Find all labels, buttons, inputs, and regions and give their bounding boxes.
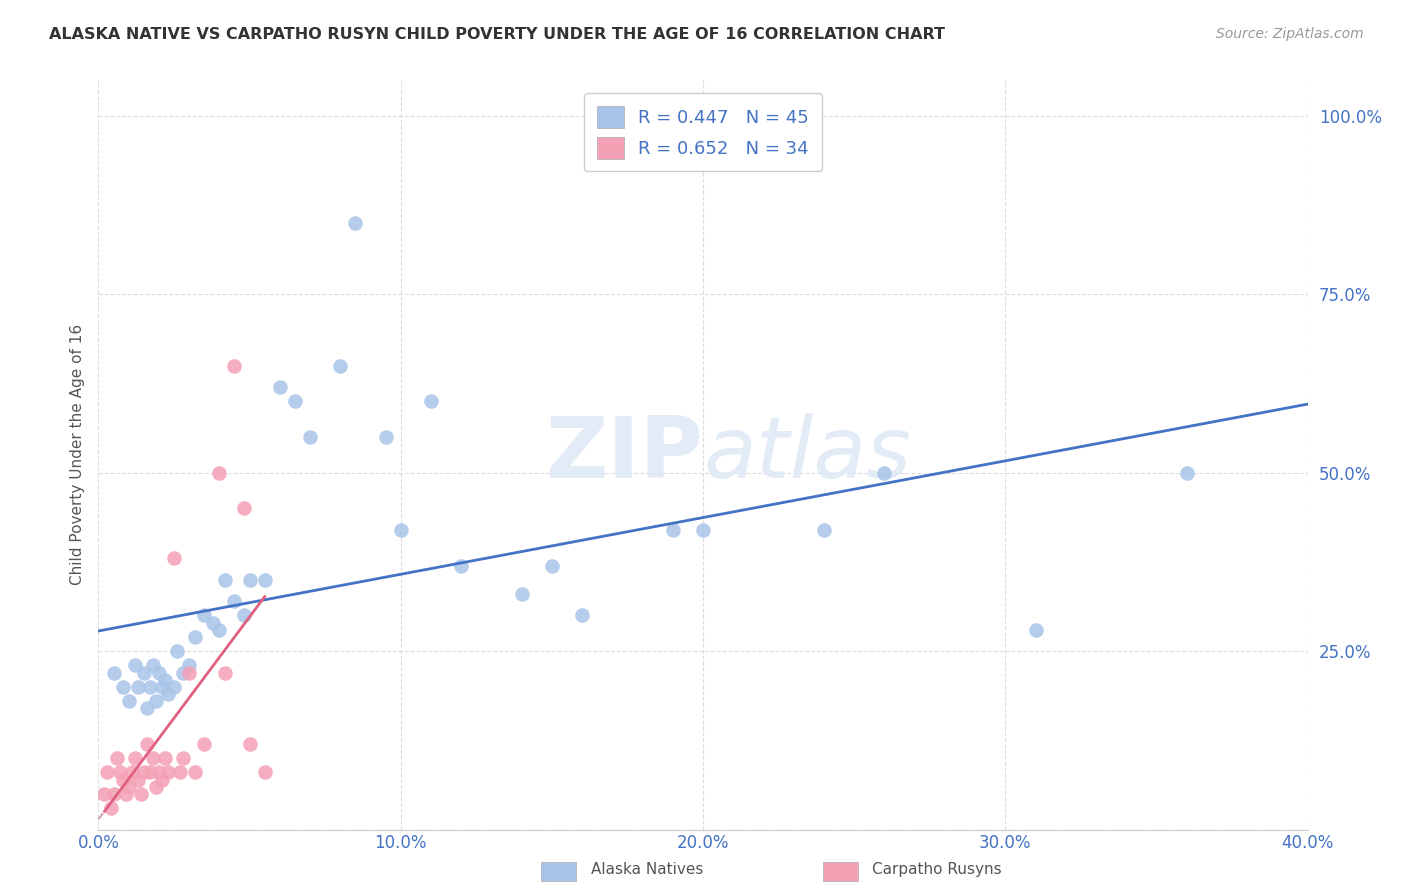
Point — [253, 573, 276, 587]
Point — [420, 394, 443, 409]
Point — [153, 751, 176, 765]
Point — [692, 523, 714, 537]
Point — [208, 466, 231, 480]
Point — [150, 772, 173, 787]
Point — [124, 751, 146, 765]
Point — [156, 765, 179, 780]
Point — [111, 680, 134, 694]
Point — [124, 658, 146, 673]
Point — [239, 737, 262, 751]
Point — [172, 751, 194, 765]
Text: Source: ZipAtlas.com: Source: ZipAtlas.com — [1216, 27, 1364, 41]
Point — [100, 801, 122, 815]
Text: ZIP: ZIP — [546, 413, 703, 497]
Point — [389, 523, 412, 537]
Point — [105, 751, 128, 765]
Text: atlas: atlas — [703, 413, 911, 497]
Point — [344, 216, 367, 230]
Point — [239, 573, 262, 587]
Point — [103, 665, 125, 680]
Legend: R = 0.447   N = 45, R = 0.652   N = 34: R = 0.447 N = 45, R = 0.652 N = 34 — [585, 93, 821, 171]
Point — [374, 430, 396, 444]
Point — [232, 501, 254, 516]
Point — [299, 430, 322, 444]
Point — [193, 608, 215, 623]
Point — [103, 787, 125, 801]
Point — [142, 658, 165, 673]
Point — [163, 551, 186, 566]
Text: ALASKA NATIVE VS CARPATHO RUSYN CHILD POVERTY UNDER THE AGE OF 16 CORRELATION CH: ALASKA NATIVE VS CARPATHO RUSYN CHILD PO… — [49, 27, 945, 42]
Point — [169, 765, 191, 780]
Point — [172, 665, 194, 680]
Point — [127, 772, 149, 787]
Point — [150, 680, 173, 694]
Point — [108, 765, 131, 780]
Point — [142, 751, 165, 765]
Point — [214, 573, 236, 587]
Point — [184, 630, 207, 644]
Point — [148, 765, 170, 780]
Point — [139, 680, 162, 694]
Text: Alaska Natives: Alaska Natives — [591, 863, 703, 877]
Point — [284, 394, 307, 409]
Point — [661, 523, 683, 537]
Point — [208, 623, 231, 637]
Point — [163, 680, 186, 694]
Point — [127, 680, 149, 694]
Point — [153, 673, 176, 687]
Point — [450, 558, 472, 573]
Point — [166, 644, 188, 658]
Point — [179, 665, 201, 680]
Point — [114, 787, 136, 801]
Point — [571, 608, 593, 623]
Point — [1024, 623, 1046, 637]
Point — [118, 780, 141, 794]
Point — [184, 765, 207, 780]
Point — [118, 694, 141, 708]
Point — [121, 765, 143, 780]
Point — [813, 523, 835, 537]
Point — [873, 466, 896, 480]
Text: Carpatho Rusyns: Carpatho Rusyns — [872, 863, 1001, 877]
Point — [111, 772, 134, 787]
Point — [129, 787, 152, 801]
Point — [139, 765, 162, 780]
Point — [132, 765, 155, 780]
Point — [224, 359, 246, 373]
Point — [540, 558, 562, 573]
Point — [202, 615, 225, 630]
Point — [156, 687, 179, 701]
Point — [510, 587, 533, 601]
Point — [145, 694, 167, 708]
Point — [224, 594, 246, 608]
Point — [93, 787, 115, 801]
Point — [253, 765, 276, 780]
Point — [148, 665, 170, 680]
Point — [1175, 466, 1198, 480]
Point — [145, 780, 167, 794]
Point — [179, 658, 201, 673]
Point — [232, 608, 254, 623]
Point — [135, 701, 157, 715]
Y-axis label: Child Poverty Under the Age of 16: Child Poverty Under the Age of 16 — [69, 325, 84, 585]
Point — [193, 737, 215, 751]
Point — [214, 665, 236, 680]
Point — [132, 665, 155, 680]
Point — [329, 359, 352, 373]
Point — [135, 737, 157, 751]
Point — [96, 765, 118, 780]
Point — [269, 380, 291, 394]
